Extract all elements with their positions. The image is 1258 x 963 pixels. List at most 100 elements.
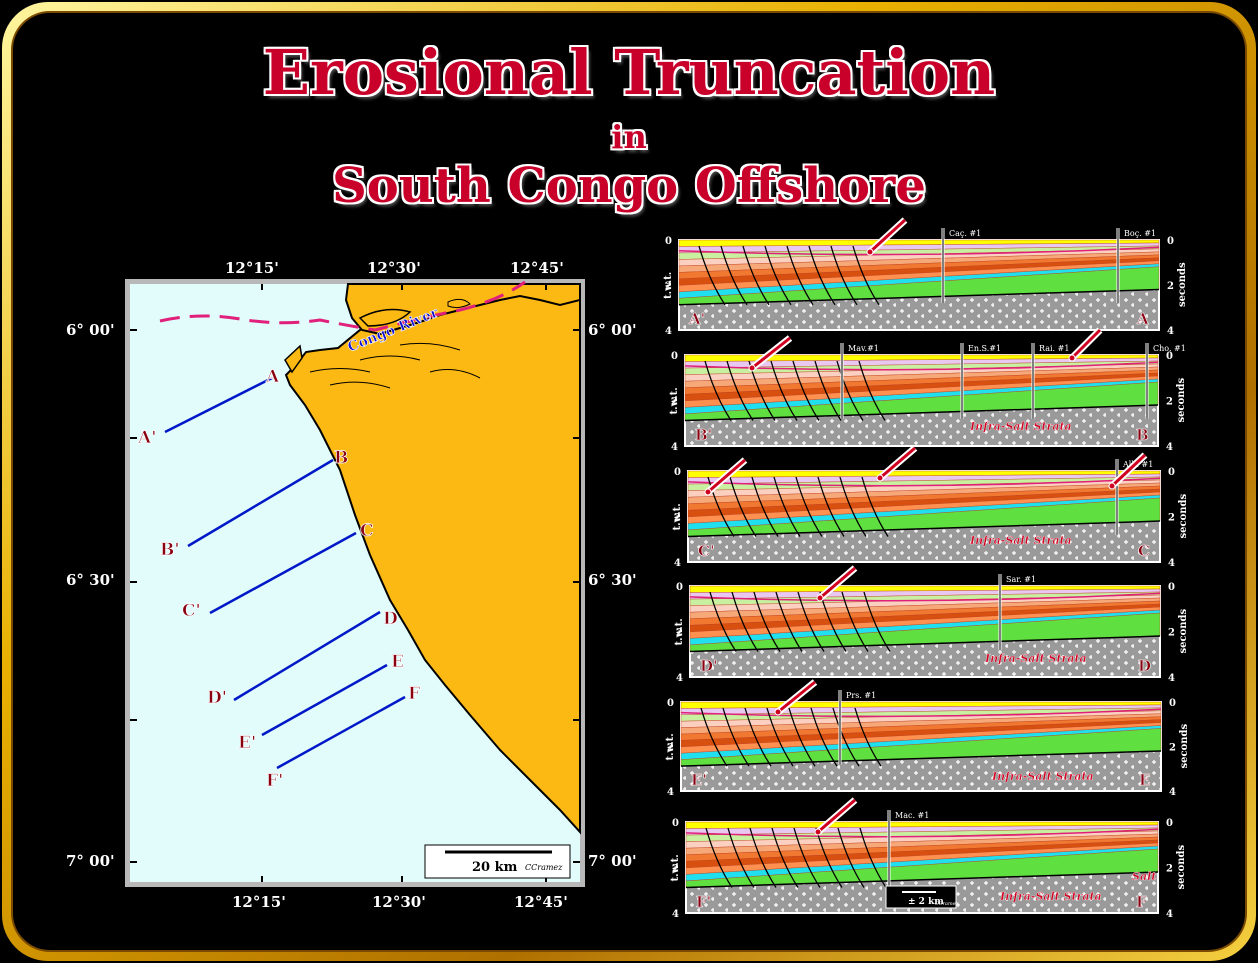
axis-tick-left: 4 [672,909,679,920]
map-label-b-prime: B' [160,540,180,560]
axis-tick-right: 0 [1167,236,1174,247]
axis-label-right: seconds [1176,377,1187,422]
axis-tick-left: 4 [674,558,681,569]
erosion-arrow-head [748,364,756,372]
axis-tick-right: 0 [1169,698,1176,709]
infra-salt-label: Infra-Salt Strata [991,770,1094,783]
well-label: Cho. #1 [1153,344,1186,353]
well-label: Rai. #1 [1039,344,1069,353]
fault-line [726,360,754,421]
erosion-arrow [777,680,816,714]
erosion-arrow [751,336,791,370]
line-e [261,663,388,737]
fault-line [727,827,755,888]
erosion-arrow [1070,328,1102,360]
left-tick-label: 7° 00' [66,852,115,870]
axis-tick-left: 2 [674,513,681,524]
erosional-surface [685,828,1159,838]
top-tick-label: 12°30' [367,259,421,277]
well-label: Boç. #1 [1124,229,1156,238]
erosion-arrow-head [816,594,824,602]
axis-tick-right: 2 [1169,743,1176,754]
erosion-arrow [879,446,916,480]
axis-tick-right: 0 [1168,582,1175,593]
section-left-label: E' [691,771,707,789]
section-left-label: A' [688,310,705,328]
section-right-label: A [1136,310,1149,328]
axis-tick-right: 4 [1167,326,1174,337]
fault-line [722,707,750,767]
axis-label-right: seconds [1177,262,1188,307]
fault-line [751,476,779,537]
axis-tick-right: 2 [1166,397,1173,408]
axis-label-left: t.w.t. [674,618,685,645]
well-label: Prs. #1 [846,691,876,700]
fault-line [863,591,891,652]
section-right-label: B [1136,426,1149,444]
base-horizon [680,750,1162,767]
map-peninsula [284,344,303,374]
well-label: Sar. #1 [1006,575,1036,584]
axis-tick-right: 4 [1168,558,1175,569]
axis-label-left: t.w.t. [669,387,680,414]
infra-salt-label: Infra-Salt Strata [999,890,1102,903]
section-line-labels: A' A B' B C' C D' D E' E F' F [137,367,421,792]
map-channels [309,342,481,389]
axis-tick-right: 0 [1166,351,1173,362]
axis-tick-left: 4 [671,442,678,453]
well-label: Mac. #1 [895,811,929,820]
title-line-1: Erosional Truncation [262,36,996,109]
map-label-e-prime: E' [238,733,256,753]
section-left-label: F' [696,893,711,911]
axis-tick-left: 2 [672,864,679,875]
axis-label-right: seconds [1178,493,1189,538]
fault-line [742,245,770,306]
section-scale-label: ± 2 km [908,897,944,907]
map-label-e: E [391,652,404,672]
fault-line [841,591,869,652]
fault-line [830,245,858,306]
axis-tick-right: 2 [1166,864,1173,875]
salt-label: Salt [1132,870,1156,883]
location-map: Congo River 20 km CCramez [125,279,585,887]
left-tick-label: 6° 30' [66,571,115,589]
top-tick-label: 12°45' [510,259,564,277]
fault-line [839,476,867,537]
map-label-a: A [265,367,280,387]
right-tick-label: 6° 00' [588,321,637,339]
well-label: En.S.#1 [968,344,1001,353]
fault-line [753,591,781,652]
axis-tick-right: 2 [1167,281,1174,292]
base-horizon [684,404,1159,422]
axis-tick-left: 4 [676,673,683,684]
erosion-arrow-head [704,488,712,496]
axis-tick-left: 2 [667,743,674,754]
cross-sections: Caç. #1 Boç. #1A' A0 02 24 4t.w.t. secondsMav.… [663,217,1190,920]
axis-label-right: seconds [1176,844,1187,889]
bottom-tick-label: 12°30' [372,893,426,911]
left-tick-label: 6° 00' [66,321,115,339]
erosion-arrow [819,566,856,600]
map-axis-labels: 12°15' 12°30' 12°45' 12°15' 12°30' 12°45… [66,259,637,911]
axis-tick-right: 4 [1168,673,1175,684]
erosion-arrow-head [814,828,822,836]
axis-tick-right: 4 [1166,442,1173,453]
erosion-arrow-head [1068,354,1076,362]
axis-tick-left: 0 [671,351,678,362]
fault-line [766,707,794,767]
line-b [187,458,334,548]
well-label: Mav.#1 [848,344,879,353]
section-left-label: D' [700,657,718,675]
map-label-a-prime: A' [137,428,156,448]
section-right-label: E [1139,771,1150,789]
axis-tick-right: 2 [1168,628,1175,639]
section-right-label: C [1138,542,1150,560]
erosion-arrow [817,798,856,834]
erosion-arrow-head [876,474,884,482]
fault-line [729,476,757,537]
fault-line [700,707,728,767]
axis-label-right: seconds [1179,723,1190,768]
base-horizon [678,288,1160,306]
infra-salt-label: Infra-Salt Strata [969,534,1072,547]
map-label-d-prime: D' [207,688,227,708]
